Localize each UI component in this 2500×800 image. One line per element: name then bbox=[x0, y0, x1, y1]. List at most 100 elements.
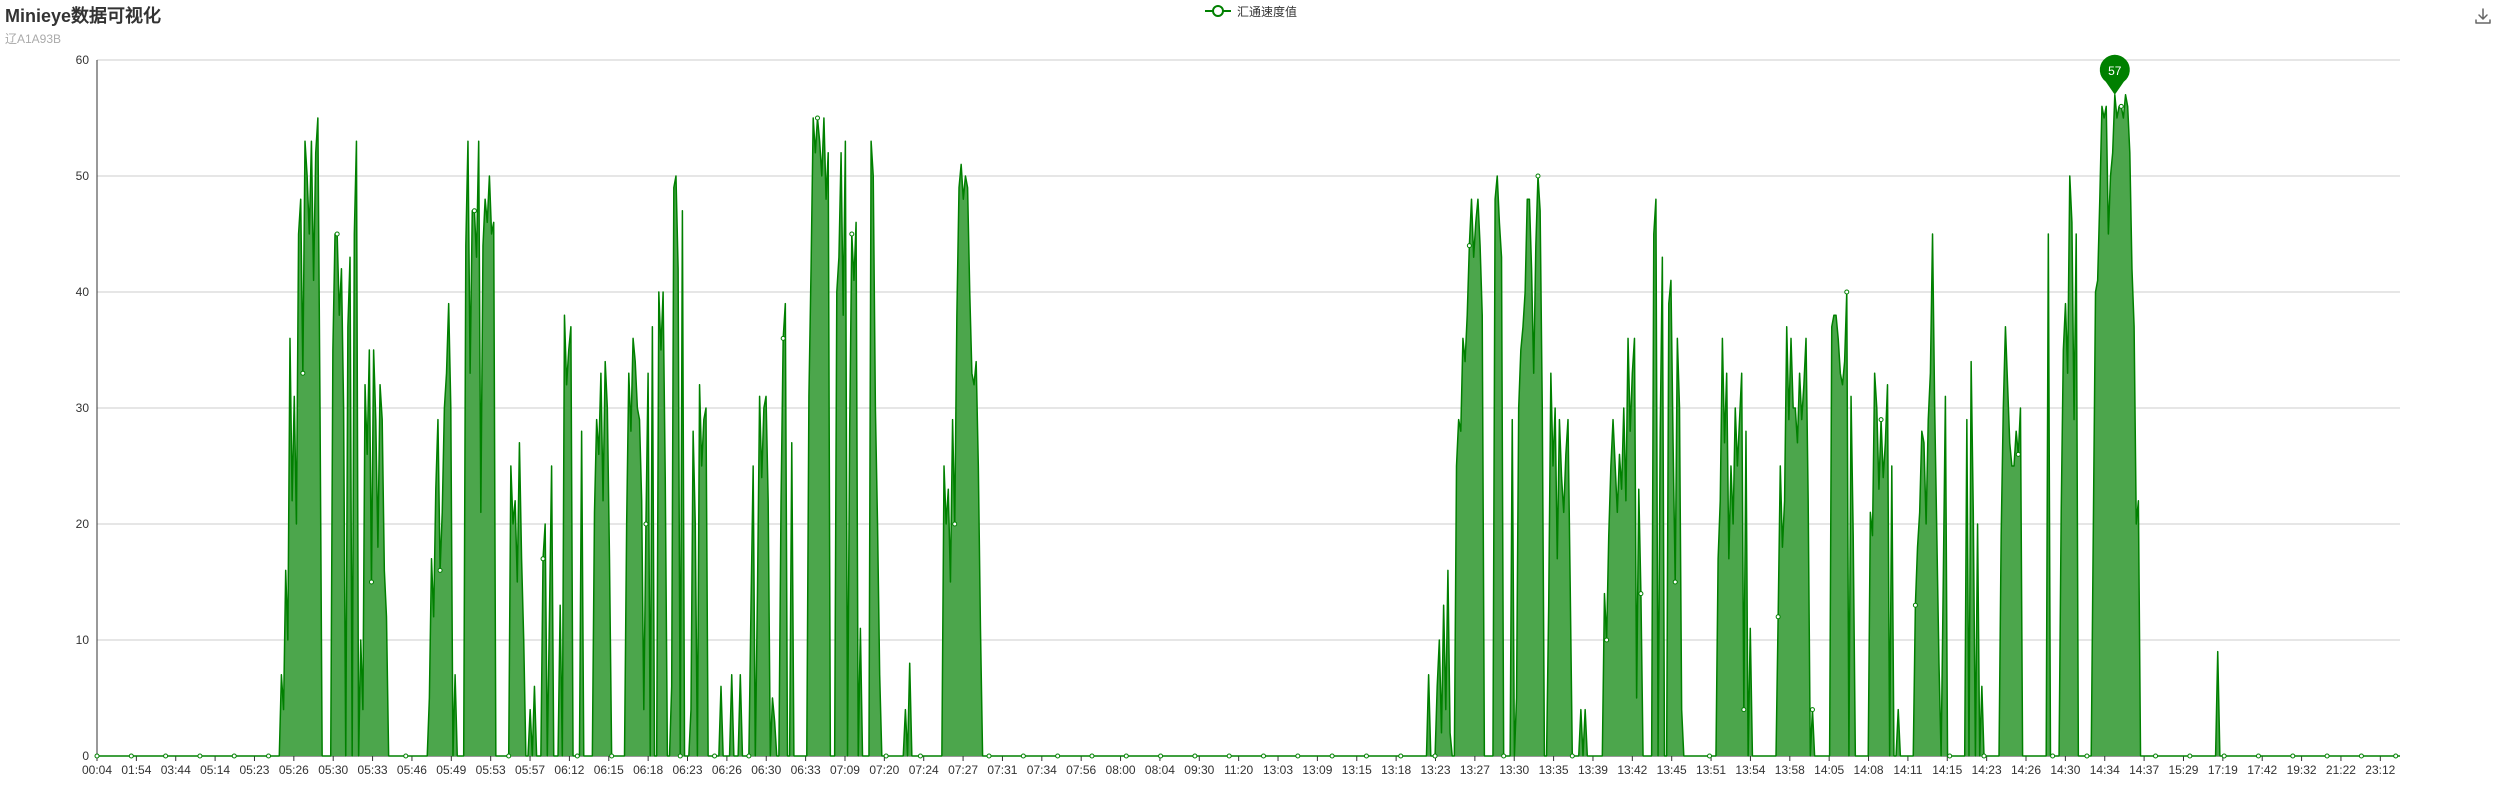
download-icon[interactable] bbox=[2473, 6, 2493, 26]
data-point bbox=[1981, 753, 1987, 759]
data-point bbox=[1569, 753, 1575, 759]
data-point bbox=[300, 370, 306, 376]
data-point bbox=[1638, 591, 1644, 597]
series-area bbox=[97, 94, 2400, 757]
data-point bbox=[94, 753, 100, 759]
x-tick-label: 13:45 bbox=[1657, 763, 1687, 777]
x-tick-label: 06:30 bbox=[751, 763, 781, 777]
data-point bbox=[1878, 417, 1884, 423]
data-point bbox=[1226, 753, 1232, 759]
data-point bbox=[2393, 753, 2399, 759]
x-tick-label: 13:42 bbox=[1617, 763, 1647, 777]
x-tick-label: 17:19 bbox=[2208, 763, 2238, 777]
data-point bbox=[471, 208, 477, 214]
series-line bbox=[97, 94, 2400, 757]
data-point bbox=[1055, 753, 1061, 759]
x-tick-label: 13:27 bbox=[1460, 763, 1490, 777]
x-tick-label: 05:53 bbox=[476, 763, 506, 777]
data-point bbox=[1501, 753, 1507, 759]
data-point bbox=[986, 753, 992, 759]
data-point bbox=[1535, 173, 1541, 179]
data-point bbox=[1844, 289, 1850, 295]
data-point bbox=[2015, 451, 2021, 457]
x-tick-label: 06:23 bbox=[672, 763, 702, 777]
data-point bbox=[1329, 753, 1335, 759]
x-tick-label: 07:56 bbox=[1066, 763, 1096, 777]
data-point bbox=[128, 753, 134, 759]
data-point bbox=[1295, 753, 1301, 759]
data-point bbox=[746, 753, 752, 759]
data-point bbox=[1261, 753, 1267, 759]
data-point bbox=[574, 753, 580, 759]
data-point bbox=[1466, 243, 1472, 249]
data-point bbox=[1020, 753, 1026, 759]
x-tick-label: 19:32 bbox=[2287, 763, 2317, 777]
x-tick-label: 05:26 bbox=[279, 763, 309, 777]
x-tick-label: 05:33 bbox=[358, 763, 388, 777]
data-point bbox=[2255, 753, 2261, 759]
y-tick-label: 10 bbox=[76, 633, 90, 647]
x-tick-label: 05:49 bbox=[436, 763, 466, 777]
x-tick-label: 11:20 bbox=[1224, 763, 1253, 777]
x-tick-label: 07:31 bbox=[987, 763, 1017, 777]
x-tick-label: 14:26 bbox=[2011, 763, 2041, 777]
data-point bbox=[883, 753, 889, 759]
x-tick-label: 14:05 bbox=[1814, 763, 1844, 777]
data-point bbox=[2050, 753, 2056, 759]
y-tick-label: 50 bbox=[76, 169, 90, 183]
x-tick-label: 06:33 bbox=[791, 763, 821, 777]
x-tick-label: 13:58 bbox=[1775, 763, 1805, 777]
data-point bbox=[1089, 753, 1095, 759]
x-tick-label: 14:37 bbox=[2129, 763, 2159, 777]
x-tick-label: 08:00 bbox=[1106, 763, 1136, 777]
y-tick-label: 20 bbox=[76, 517, 90, 531]
x-tick-label: 05:14 bbox=[200, 763, 230, 777]
x-tick-label: 07:24 bbox=[909, 763, 939, 777]
x-tick-label: 09:30 bbox=[1184, 763, 1214, 777]
x-tick-label: 14:15 bbox=[1932, 763, 1962, 777]
data-point bbox=[2187, 753, 2193, 759]
data-point bbox=[437, 567, 443, 573]
data-point bbox=[1775, 614, 1781, 620]
data-point bbox=[231, 753, 237, 759]
data-point bbox=[368, 579, 374, 585]
data-point bbox=[197, 753, 203, 759]
data-point bbox=[266, 753, 272, 759]
x-tick-label: 14:30 bbox=[2050, 763, 2080, 777]
x-tick-label: 05:46 bbox=[397, 763, 427, 777]
data-point bbox=[609, 753, 615, 759]
data-point bbox=[1398, 753, 1404, 759]
data-point bbox=[1809, 707, 1815, 713]
x-tick-label: 05:30 bbox=[318, 763, 348, 777]
x-tick-label: 06:15 bbox=[594, 763, 624, 777]
x-tick-label: 13:18 bbox=[1381, 763, 1411, 777]
x-tick-label: 07:34 bbox=[1027, 763, 1057, 777]
data-point bbox=[780, 335, 786, 341]
x-tick-label: 13:39 bbox=[1578, 763, 1608, 777]
data-point bbox=[1192, 753, 1198, 759]
data-point bbox=[1432, 753, 1438, 759]
data-point bbox=[677, 753, 683, 759]
y-tick-label: 0 bbox=[82, 749, 89, 763]
x-tick-label: 14:23 bbox=[1972, 763, 2002, 777]
legend-item[interactable]: 汇通速度值 bbox=[1205, 2, 1297, 20]
x-tick-label: 14:08 bbox=[1854, 763, 1884, 777]
x-tick-label: 01:54 bbox=[121, 763, 151, 777]
data-point bbox=[1604, 637, 1610, 643]
x-tick-label: 15:29 bbox=[2168, 763, 2198, 777]
data-point bbox=[334, 231, 340, 237]
max-value-pin bbox=[2099, 54, 2130, 95]
data-point bbox=[1912, 602, 1918, 608]
x-tick-label: 05:57 bbox=[515, 763, 545, 777]
data-point bbox=[540, 556, 546, 562]
data-point bbox=[2324, 753, 2330, 759]
data-point bbox=[163, 753, 169, 759]
data-point bbox=[1707, 753, 1713, 759]
y-tick-label: 30 bbox=[76, 401, 90, 415]
x-tick-label: 14:11 bbox=[1893, 763, 1922, 777]
data-point bbox=[1947, 753, 1953, 759]
chart-title: Minieye数据可视化 bbox=[5, 6, 162, 26]
x-tick-label: 13:03 bbox=[1263, 763, 1293, 777]
legend-line-circle-icon bbox=[1205, 5, 1231, 17]
x-tick-label: 13:15 bbox=[1342, 763, 1372, 777]
